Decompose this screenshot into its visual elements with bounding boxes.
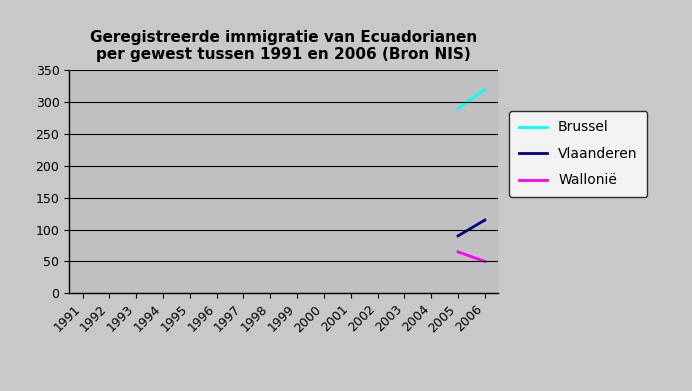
- Brussel: [454, 106, 462, 111]
- Wallonië: [454, 249, 462, 254]
- Legend: Brussel, Vlaanderen, Wallonië: Brussel, Vlaanderen, Wallonië: [509, 111, 647, 197]
- Line: Brussel: Brussel: [458, 90, 485, 109]
- Line: Vlaanderen: Vlaanderen: [458, 220, 485, 236]
- Wallonië: [481, 259, 489, 264]
- Vlaanderen: [481, 218, 489, 222]
- Title: Geregistreerde immigratie van Ecuadorianen
per gewest tussen 1991 en 2006 (Bron : Geregistreerde immigratie van Ecuadorian…: [90, 30, 477, 62]
- Vlaanderen: [454, 233, 462, 238]
- Line: Wallonië: Wallonië: [458, 252, 485, 262]
- Brussel: [481, 87, 489, 92]
